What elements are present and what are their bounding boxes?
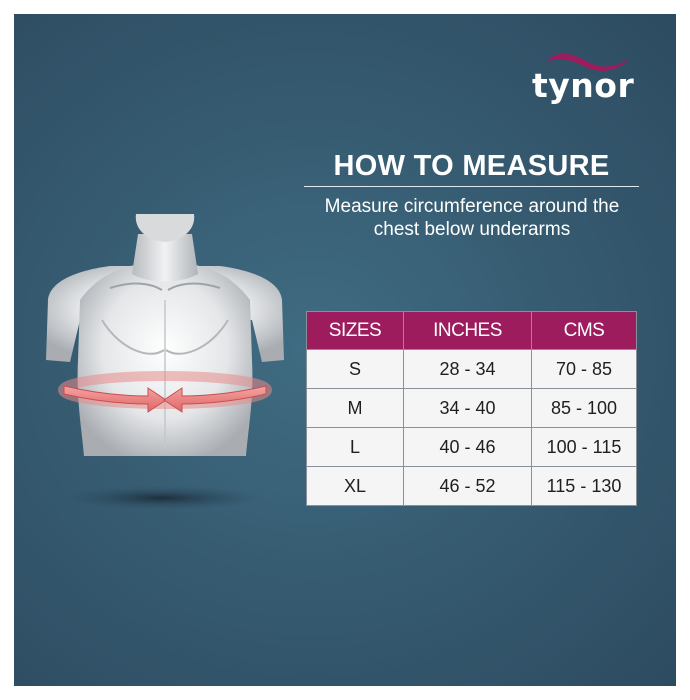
inches-cell: 28 - 34 <box>403 349 532 389</box>
brand-wordmark: tynor <box>532 66 635 105</box>
inches-cell: 46 - 52 <box>403 466 532 506</box>
cms-cell: 70 - 85 <box>531 349 637 389</box>
size-chart-panel: tynor HOW TO MEASURE Measure circumferen… <box>14 14 676 686</box>
cms-cell: 100 - 115 <box>531 427 637 467</box>
inches-cell: 34 - 40 <box>403 388 532 428</box>
title-divider <box>304 186 639 187</box>
cms-cell: 85 - 100 <box>531 388 637 428</box>
column-header-cms: CMS <box>531 311 637 350</box>
brand-logo: tynor <box>526 48 636 108</box>
inches-cell: 40 - 46 <box>403 427 532 467</box>
table-header-row: SIZES INCHES CMS <box>306 311 637 350</box>
table-row: M 34 - 40 85 - 100 <box>306 388 637 428</box>
measure-instruction: Measure circumference around the chest b… <box>324 196 620 240</box>
table-row: S 28 - 34 70 - 85 <box>306 349 637 389</box>
size-cell: S <box>306 349 404 389</box>
swoosh-icon <box>546 53 630 71</box>
page-title: HOW TO MEASURE <box>333 150 610 182</box>
size-cell: XL <box>306 466 404 506</box>
column-header-sizes: SIZES <box>306 311 404 350</box>
table-row: L 40 - 46 100 - 115 <box>306 427 637 467</box>
size-cell: M <box>306 388 404 428</box>
size-cell: L <box>306 427 404 467</box>
torso-measurement-illustration <box>46 214 284 510</box>
cms-cell: 115 - 130 <box>531 466 637 506</box>
column-header-inches: INCHES <box>403 311 532 350</box>
table-row: XL 46 - 52 115 - 130 <box>306 466 637 506</box>
size-chart-table: SIZES INCHES CMS S 28 - 34 70 - 85 M 34 … <box>306 311 637 506</box>
